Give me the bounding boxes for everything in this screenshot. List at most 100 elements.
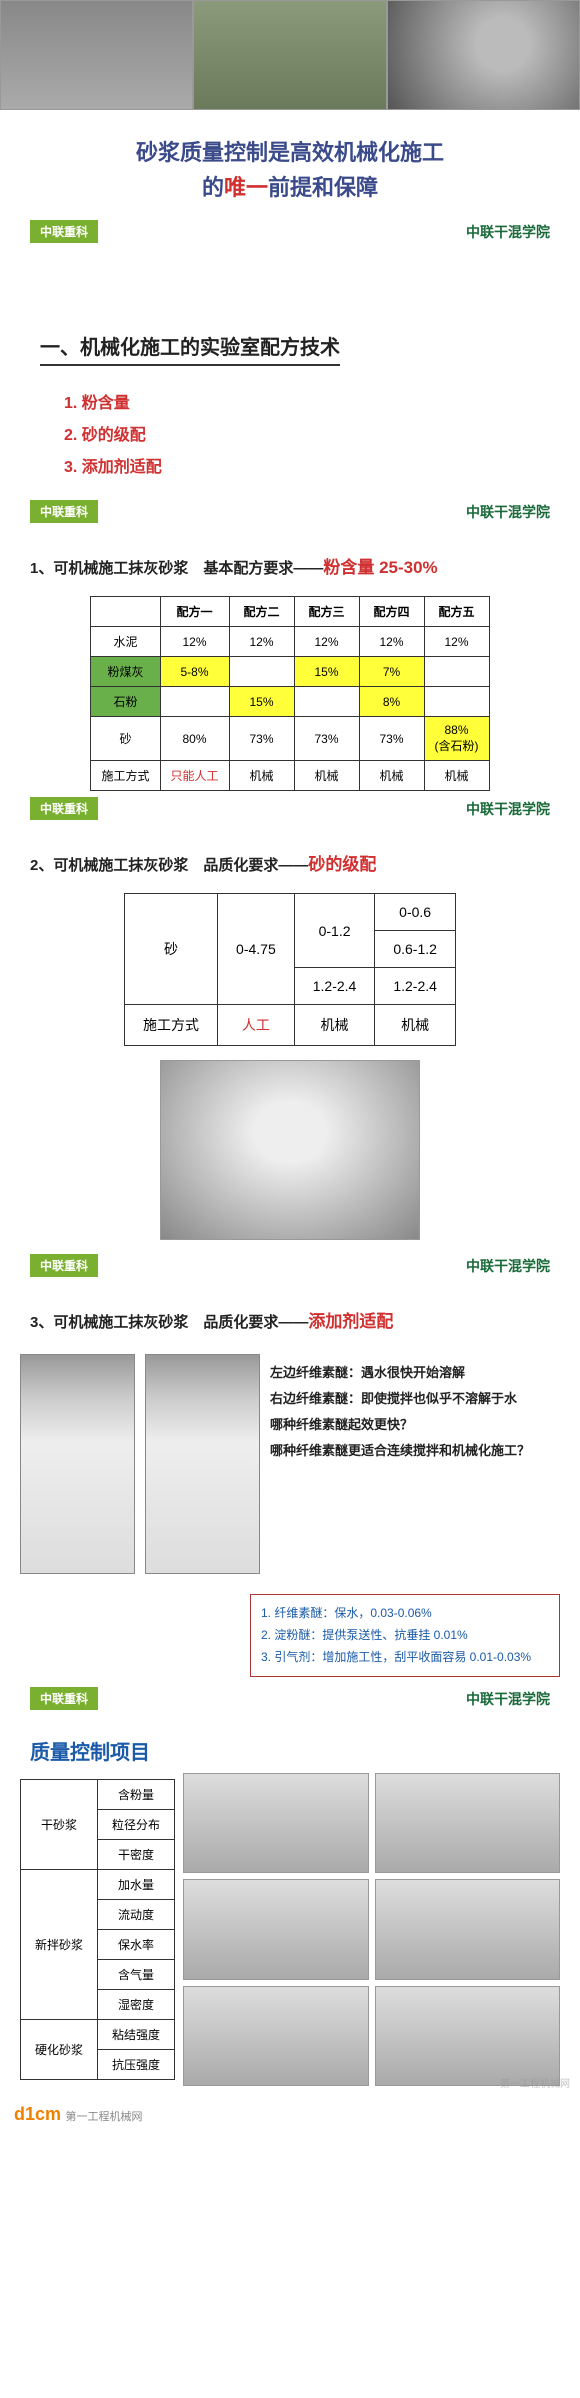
table-cell [424, 657, 489, 687]
table-cell: 73% [294, 717, 359, 761]
banner-photo [193, 0, 386, 110]
table-cell: 7% [359, 657, 424, 687]
equipment-photo [183, 1773, 368, 1873]
slide-subtitle: 3、可机械施工抹灰砂浆 品质化要求——添加剂适配 [0, 1295, 580, 1344]
table-row: 粉煤灰 5-8% 15% 7% [91, 657, 489, 687]
equipment-photo [183, 1986, 368, 2086]
footer-bar: d1cm 第一工程机械网 [0, 2096, 580, 2133]
qc-item: 抗压强度 [98, 2050, 175, 2080]
table-cell: 配方四 [359, 597, 424, 627]
beaker-photo-right [145, 1354, 260, 1574]
list-item: 1. 粉含量 [64, 389, 540, 413]
logo-academy: 中联干混学院 [466, 799, 550, 819]
slide-intro: 砂浆质量控制是高效机械化施工 的唯一前提和保障 中联重科 中联干混学院 [0, 0, 580, 261]
table-cell: 0-1.2 [294, 894, 375, 968]
subtitle-text: 3、可机械施工抹灰砂浆 品质化要求—— [30, 1314, 308, 1331]
table-cell: 配方一 [160, 597, 229, 627]
table-row: 砂 80% 73% 73% 73% 88% (含石粉) [91, 717, 489, 761]
equipment-photo [183, 1879, 368, 1979]
table-cell: 0-4.75 [218, 894, 295, 1005]
table-cell [294, 687, 359, 717]
table-cell: 88% (含石粉) [424, 717, 489, 761]
qc-heading: 质量控制项目 [0, 1728, 580, 1773]
slide-grading: 2、可机械施工抹灰砂浆 品质化要求——砂的级配 砂 0-4.75 0-1.2 0… [0, 838, 580, 1295]
logo-bar: 中联重科 中联干混学院 [0, 1687, 580, 1718]
table-row: 施工方式 只能人工 机械 机械 机械 机械 [91, 761, 489, 791]
row-label: 粉煤灰 [91, 657, 160, 687]
row-label: 水泥 [91, 627, 160, 657]
group-label: 干砂浆 [21, 1780, 98, 1870]
table-cell: 机械 [424, 761, 489, 791]
content-block: 一、机械化施工的实验室配方技术 1. 粉含量 2. 砂的级配 3. 添加剂适配 [0, 291, 580, 500]
beaker-photo-left [20, 1354, 135, 1574]
beaker-row: 左边纤维素醚：遇水很快开始溶解 右边纤维素醚：即使搅拌也似乎不溶解于水 哪种纤维… [0, 1344, 580, 1584]
logo-bar: 中联重科 中联干混学院 [0, 1254, 580, 1285]
qc-item: 湿密度 [98, 1990, 175, 2020]
equipment-photo [375, 1773, 560, 1873]
title-red: 唯一 [224, 175, 268, 200]
logo-zoomlion: 中联重科 [30, 220, 98, 243]
slide-additive: 3、可机械施工抹灰砂浆 品质化要求——添加剂适配 左边纤维素醚：遇水很快开始溶解… [0, 1295, 580, 1728]
subtitle-red: 添加剂适配 [308, 1312, 393, 1331]
d1cm-logo: d1cm [14, 2104, 61, 2124]
table-row: 施工方式 人工 机械 机械 [125, 1005, 456, 1046]
table-row: 石粉 15% 8% [91, 687, 489, 717]
table-header-row: 配方一 配方二 配方三 配方四 配方五 [91, 597, 489, 627]
table-cell: 0.6-1.2 [375, 931, 456, 968]
table-cell: 配方二 [229, 597, 294, 627]
table-cell: 机械 [359, 761, 424, 791]
logo-zoomlion: 中联重科 [30, 1687, 98, 1710]
text-line: 哪种纤维素醚起效更快？ [270, 1412, 560, 1438]
table-row: 砂 0-4.75 0-1.2 0-0.6 [125, 894, 456, 931]
slide-formula-table: 1、可机械施工抹灰砂浆 基本配方要求——粉含量 25-30% 配方一 配方二 配… [0, 541, 580, 838]
qc-item: 含气量 [98, 1960, 175, 1990]
qc-item: 含粉量 [98, 1780, 175, 1810]
title-line-a: 砂浆质量控制是高效机械化施工 [136, 140, 444, 165]
text-line: 左边纤维素醚：遇水很快开始溶解 [270, 1360, 560, 1386]
table-cell [229, 657, 294, 687]
table-cell: 12% [160, 627, 229, 657]
watermark: 第一工程机械网 [500, 2075, 570, 2090]
table-cell: 12% [424, 627, 489, 657]
equipment-grid [183, 1773, 560, 2086]
row-label: 施工方式 [91, 761, 160, 791]
table-cell: 15% [294, 657, 359, 687]
table-cell: 机械 [294, 761, 359, 791]
subtitle-text: 1、可机械施工抹灰砂浆 基本配方要求—— [30, 560, 323, 577]
table-cell: 只能人工 [160, 761, 229, 791]
qc-item: 粘结强度 [98, 2020, 175, 2050]
qc-item: 干密度 [98, 1840, 175, 1870]
banner-photo [0, 0, 193, 110]
table-cell: 73% [359, 717, 424, 761]
logo-academy: 中联干混学院 [466, 1256, 550, 1276]
row-label: 石粉 [91, 687, 160, 717]
sand-photo [160, 1060, 420, 1240]
main-title: 砂浆质量控制是高效机械化施工 的唯一前提和保障 [0, 110, 580, 220]
logo-zoomlion: 中联重科 [30, 500, 98, 523]
table-cell: 5-8% [160, 657, 229, 687]
list-item: 3. 添加剂适配 [64, 453, 540, 477]
note-line: 1. 纤维素醚：保水，0.03-0.06% [261, 1603, 549, 1625]
table-cell: 施工方式 [125, 1005, 218, 1046]
table-row: 水泥 12% 12% 12% 12% 12% [91, 627, 489, 657]
title-line-b: 的 [202, 175, 224, 200]
slide-subtitle: 1、可机械施工抹灰砂浆 基本配方要求——粉含量 25-30% [0, 541, 580, 590]
formula-table: 配方一 配方二 配方三 配方四 配方五 水泥 12% 12% 12% 12% 1… [90, 596, 489, 791]
group-label: 硬化砂浆 [21, 2020, 98, 2080]
table-cell: 砂 [125, 894, 218, 1005]
footer-logo-block: d1cm 第一工程机械网 [14, 2104, 142, 2125]
table-cell: 80% [160, 717, 229, 761]
grading-table: 砂 0-4.75 0-1.2 0-0.6 0.6-1.2 1.2-2.4 1.2… [124, 893, 456, 1046]
logo-academy: 中联干混学院 [466, 1689, 550, 1709]
note-line: 3. 引气剂：增加施工性，刮平收面容易 0.01-0.03% [261, 1647, 549, 1669]
note-box: 1. 纤维素醚：保水，0.03-0.06% 2. 淀粉醚：提供泵送性、抗垂挂 0… [250, 1594, 560, 1677]
table-cell: 1.2-2.4 [375, 968, 456, 1005]
table-cell: 机械 [375, 1005, 456, 1046]
list-item: 2. 砂的级配 [64, 421, 540, 445]
logo-zoomlion: 中联重科 [30, 797, 98, 820]
table-cell [160, 687, 229, 717]
banner-row [0, 0, 580, 110]
logo-zoomlion: 中联重科 [30, 1254, 98, 1277]
logo-bar: 中联重科 中联干混学院 [0, 797, 580, 828]
table-cell: 人工 [218, 1005, 295, 1046]
